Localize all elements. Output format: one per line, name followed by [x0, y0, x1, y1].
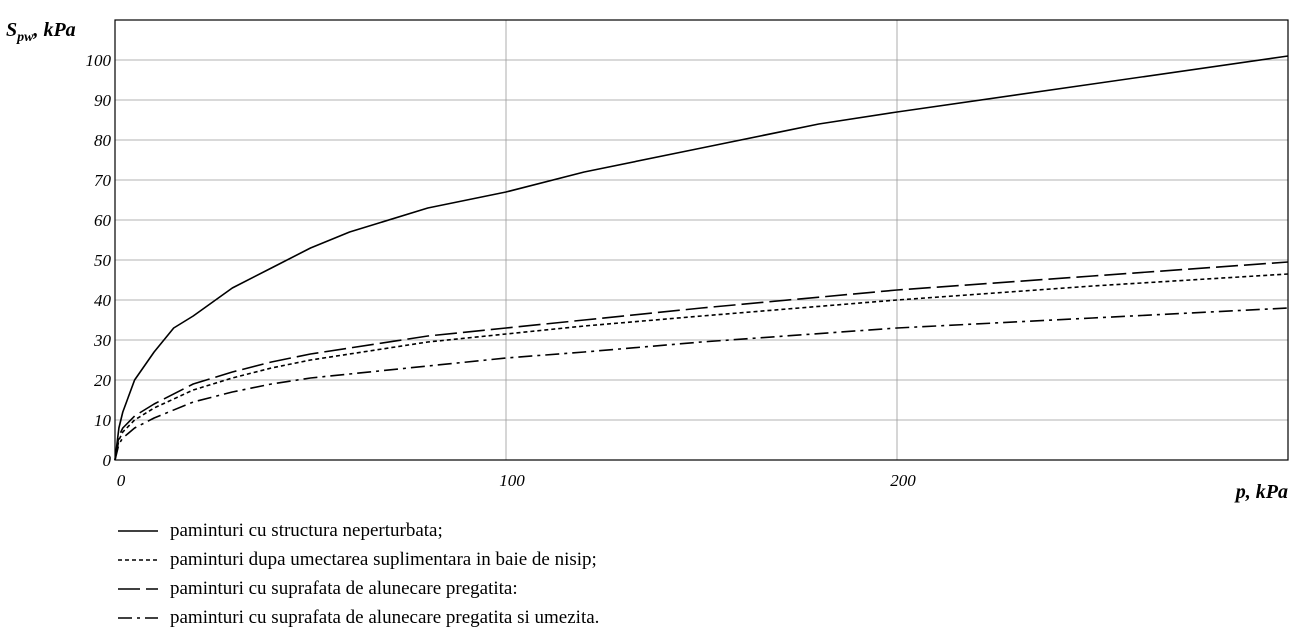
legend-item: paminturi cu structura neperturbata;: [116, 516, 599, 545]
x-tick-label: 100: [499, 471, 525, 490]
y-tick-label: 20: [94, 371, 112, 390]
plot-frame: [114, 19, 1289, 461]
y-tick-label: 90: [94, 91, 112, 110]
y-tick-label: 40: [94, 291, 112, 310]
tick-labels: 0 10 20 30 40 50 60 70 80 90 100 0 100 200: [86, 51, 917, 490]
y-tick-label: 60: [94, 211, 112, 230]
series-line-1: [114, 55, 1289, 461]
legend-line-sample: [118, 558, 158, 561]
grid-lines: [115, 20, 1288, 460]
legend-item: paminturi cu suprafata de alunecare preg…: [116, 603, 599, 632]
legend-line-sample: [118, 616, 158, 619]
x-tick-label: 0: [117, 471, 126, 490]
y-tick-label: 100: [86, 51, 112, 70]
chart: 0 10 20 30 40 50 60 70 80 90 100 0 100 200 Spw, kPa p…: [6, 19, 1289, 503]
legend-label: paminturi cu structura neperturbata;: [170, 519, 443, 541]
legend-label: paminturi cu suprafata de alunecare preg…: [170, 577, 518, 599]
legend-label: paminturi dupa umectarea suplimentara in…: [170, 548, 597, 570]
x-axis-title: p, kPa: [1234, 481, 1288, 503]
y-tick-label: 80: [94, 131, 112, 150]
y-axis-title: Spw, kPa: [6, 19, 76, 45]
series-line-3: [114, 261, 1289, 461]
y-tick-label: 30: [93, 331, 112, 350]
legend-item: paminturi cu suprafata de alunecare preg…: [116, 574, 599, 603]
x-tick-label: 200: [890, 471, 916, 490]
series-lines: [114, 55, 1289, 461]
series-line-2: [114, 273, 1289, 461]
y-tick-label: 0: [103, 451, 112, 470]
y-tick-label: 50: [94, 251, 112, 270]
series-line-4: [114, 307, 1289, 461]
y-tick-label: 70: [94, 171, 112, 190]
y-tick-label: 10: [94, 411, 112, 430]
legend-label: paminturi cu suprafata de alunecare preg…: [170, 606, 600, 628]
legend-line-sample: [118, 587, 158, 590]
legend-item: paminturi dupa umectarea suplimentara in…: [116, 545, 599, 574]
legend: paminturi cu structura neperturbata; pami…: [116, 516, 599, 632]
legend-line-sample: [118, 529, 158, 532]
